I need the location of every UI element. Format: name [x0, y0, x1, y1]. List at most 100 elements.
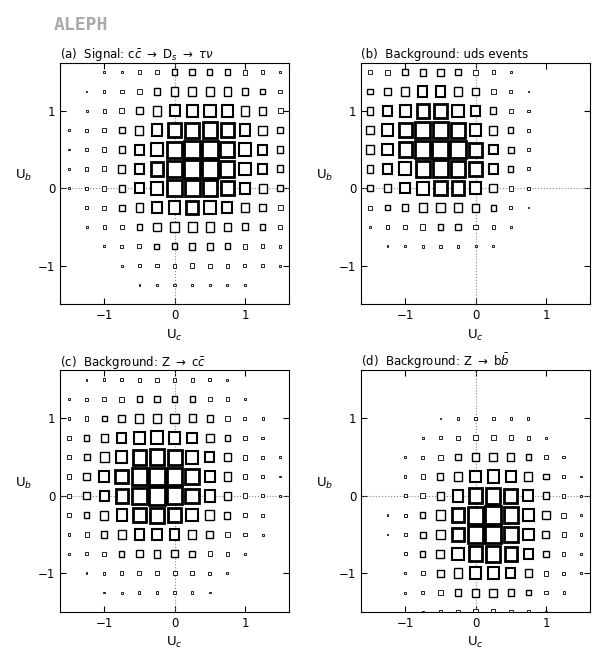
Bar: [119, 415, 125, 422]
Bar: [436, 492, 444, 500]
Bar: [170, 222, 179, 232]
Bar: [119, 165, 125, 172]
Bar: [367, 186, 373, 191]
Bar: [149, 468, 165, 486]
Bar: [222, 105, 232, 116]
Bar: [170, 529, 179, 540]
Bar: [207, 69, 213, 75]
X-axis label: U$_c$: U$_c$: [166, 328, 183, 343]
Bar: [469, 546, 482, 561]
Bar: [167, 161, 182, 177]
Bar: [119, 146, 125, 153]
Bar: [167, 449, 182, 465]
Bar: [224, 492, 231, 500]
Bar: [451, 122, 465, 138]
Bar: [155, 571, 159, 576]
Bar: [278, 109, 282, 113]
Bar: [403, 225, 407, 229]
Bar: [120, 71, 123, 74]
Bar: [119, 185, 125, 191]
Bar: [507, 589, 514, 596]
Bar: [190, 263, 194, 268]
Bar: [171, 88, 178, 95]
Bar: [153, 414, 161, 423]
Bar: [421, 591, 424, 594]
Bar: [262, 534, 264, 536]
Bar: [510, 226, 512, 228]
Bar: [438, 590, 442, 595]
Bar: [261, 455, 264, 459]
Bar: [169, 123, 181, 137]
Bar: [138, 378, 141, 382]
Bar: [491, 609, 495, 615]
Bar: [382, 124, 393, 136]
Bar: [580, 476, 582, 478]
Bar: [226, 284, 228, 286]
Bar: [489, 126, 497, 135]
Bar: [436, 549, 444, 558]
Bar: [120, 224, 124, 229]
Text: (a)  Signal: c$\bar{c}$ $\rightarrow$ D$_s$ $\rightarrow$ $\tau\nu$: (a) Signal: c$\bar{c}$ $\rightarrow$ D$_…: [60, 46, 214, 63]
Bar: [544, 591, 548, 594]
Bar: [387, 534, 388, 536]
Bar: [452, 509, 464, 522]
Bar: [405, 456, 406, 458]
Bar: [67, 513, 70, 517]
Bar: [101, 531, 107, 538]
Bar: [473, 609, 478, 615]
Bar: [205, 470, 215, 482]
Bar: [473, 70, 478, 74]
Bar: [492, 70, 495, 74]
Bar: [544, 455, 548, 459]
Bar: [101, 434, 108, 442]
Bar: [439, 245, 442, 247]
Bar: [225, 243, 230, 249]
Bar: [85, 187, 88, 190]
Bar: [492, 225, 495, 228]
Bar: [188, 415, 196, 422]
Bar: [204, 105, 216, 117]
Bar: [240, 182, 250, 194]
Bar: [220, 161, 234, 176]
Bar: [244, 284, 246, 286]
Bar: [489, 164, 498, 174]
Y-axis label: U$_b$: U$_b$: [16, 168, 33, 184]
Bar: [527, 187, 530, 190]
Bar: [542, 492, 549, 499]
Bar: [119, 397, 124, 402]
Bar: [261, 70, 264, 74]
Bar: [438, 224, 443, 230]
Bar: [121, 592, 123, 594]
Bar: [224, 472, 231, 480]
Bar: [134, 432, 145, 443]
Bar: [225, 435, 230, 441]
Bar: [456, 224, 461, 230]
Text: (d)  Background: Z $\rightarrow$ b$\bar{b}$: (d) Background: Z $\rightarrow$ b$\bar{b…: [361, 351, 510, 371]
Bar: [242, 88, 248, 95]
Bar: [68, 398, 70, 400]
Bar: [118, 530, 126, 539]
Bar: [527, 436, 530, 440]
Bar: [85, 129, 88, 132]
Bar: [244, 553, 246, 555]
Bar: [191, 284, 193, 286]
Bar: [492, 417, 494, 420]
Bar: [474, 417, 477, 420]
Bar: [137, 224, 142, 230]
Bar: [208, 397, 212, 401]
Bar: [473, 436, 478, 440]
Bar: [580, 553, 582, 555]
Bar: [243, 264, 246, 267]
Bar: [223, 223, 231, 231]
Bar: [154, 550, 160, 557]
Bar: [206, 434, 214, 442]
Bar: [220, 141, 235, 157]
Bar: [173, 592, 176, 594]
Bar: [167, 488, 182, 505]
Bar: [434, 104, 447, 118]
Bar: [368, 70, 372, 74]
Bar: [135, 126, 143, 135]
Bar: [470, 143, 482, 157]
Bar: [404, 245, 406, 247]
Bar: [173, 378, 176, 382]
